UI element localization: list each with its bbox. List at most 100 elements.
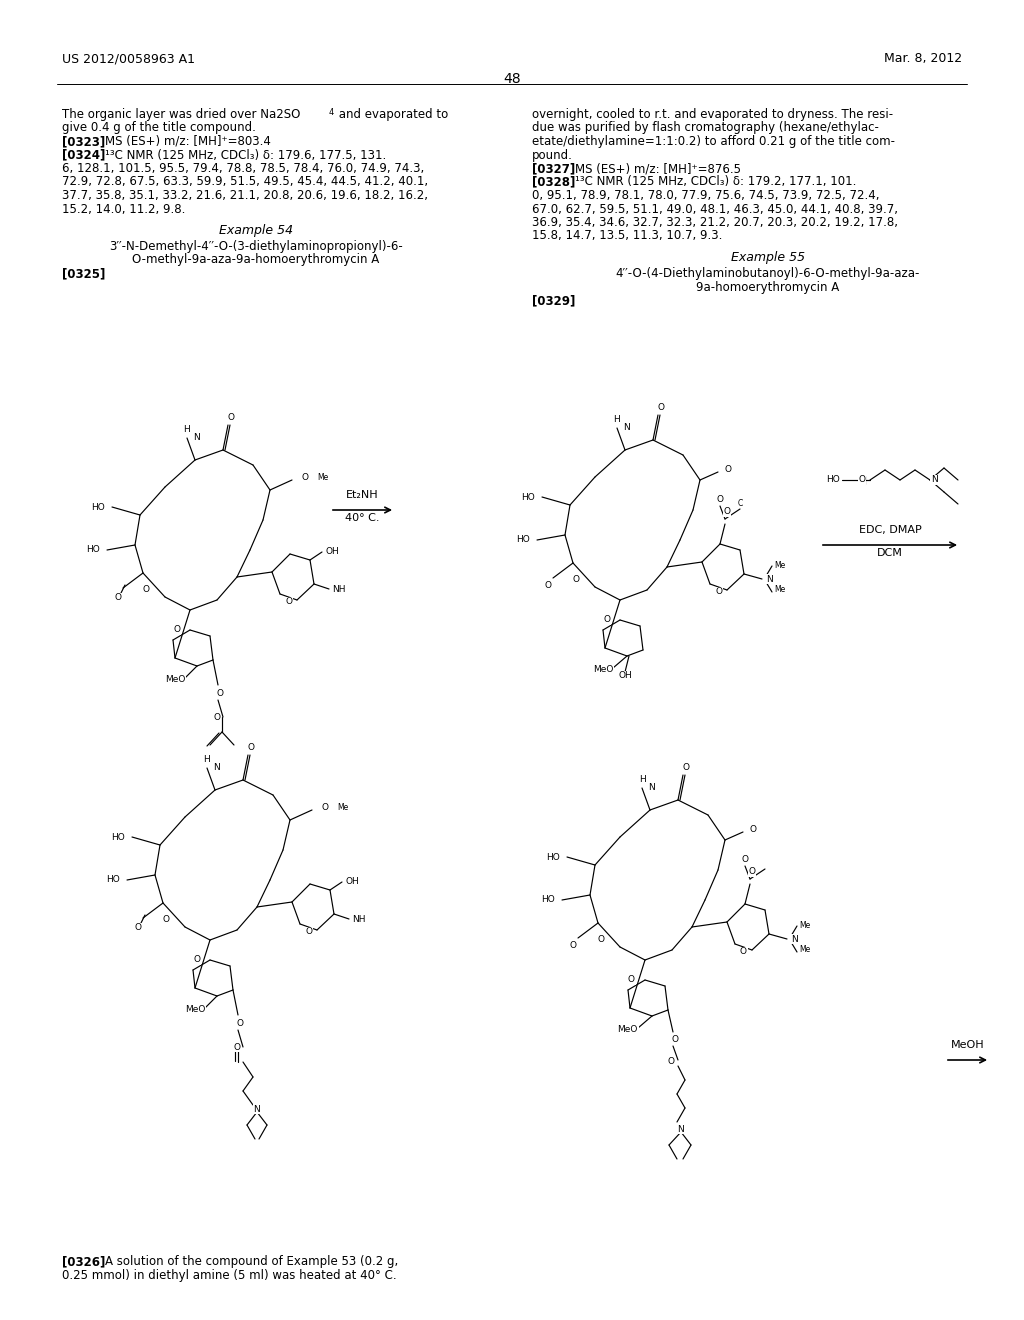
Text: C: C (737, 499, 742, 508)
Text: O: O (668, 1057, 675, 1067)
Text: A solution of the compound of Example 53 (0.2 g,: A solution of the compound of Example 53… (105, 1255, 398, 1269)
Text: O: O (213, 713, 220, 722)
Text: 0.25 mmol) in diethyl amine (5 ml) was heated at 40° C.: 0.25 mmol) in diethyl amine (5 ml) was h… (62, 1269, 396, 1282)
Text: O: O (749, 867, 756, 876)
Text: 0, 95.1, 78.9, 78.1, 78.0, 77.9, 75.6, 74.5, 73.9, 72.5, 72.4,: 0, 95.1, 78.9, 78.1, 78.0, 77.9, 75.6, 7… (532, 189, 880, 202)
Text: 9a-homoerythromycin A: 9a-homoerythromycin A (696, 281, 840, 293)
Text: O: O (142, 586, 150, 594)
Text: O: O (715, 587, 722, 597)
Text: O: O (741, 854, 749, 863)
Text: O: O (163, 916, 170, 924)
Text: Me: Me (799, 921, 810, 931)
Text: 36.9, 35.4, 34.6, 32.7, 32.3, 21.2, 20.7, 20.3, 20.2, 19.2, 17.8,: 36.9, 35.4, 34.6, 32.7, 32.3, 21.2, 20.7… (532, 216, 898, 228)
Text: 4: 4 (329, 108, 334, 117)
Text: O: O (750, 825, 757, 834)
Text: H: H (183, 425, 190, 434)
Text: Me: Me (799, 945, 810, 954)
Text: HO: HO (106, 875, 120, 884)
Text: NH: NH (352, 915, 366, 924)
Text: Me: Me (774, 586, 785, 594)
Text: O: O (193, 956, 200, 965)
Text: Me: Me (774, 561, 785, 570)
Text: DCM: DCM (878, 548, 903, 558)
Text: MeO: MeO (184, 1006, 205, 1015)
Text: overnight, cooled to r.t. and evaporated to dryness. The resi-: overnight, cooled to r.t. and evaporated… (532, 108, 893, 121)
Text: H: H (613, 416, 621, 425)
Text: 6, 128.1, 101.5, 95.5, 79.4, 78.8, 78.5, 78.4, 76.0, 74.9, 74.3,: 6, 128.1, 101.5, 95.5, 79.4, 78.8, 78.5,… (62, 162, 424, 176)
Text: O: O (545, 581, 552, 590)
Text: H: H (639, 776, 645, 784)
Text: O: O (858, 475, 865, 484)
Text: HO: HO (112, 833, 125, 842)
Text: N: N (254, 1105, 260, 1114)
Text: Mar. 8, 2012: Mar. 8, 2012 (884, 51, 962, 65)
Text: O: O (301, 474, 308, 483)
Text: [0327]: [0327] (532, 162, 575, 176)
Text: 40° C.: 40° C. (345, 513, 380, 523)
Text: HO: HO (521, 492, 535, 502)
Text: MS (ES+) m/z: [MH]⁺=876.5: MS (ES+) m/z: [MH]⁺=876.5 (575, 162, 741, 176)
Text: Me: Me (317, 474, 329, 483)
Text: O: O (569, 940, 577, 949)
Text: H: H (204, 755, 210, 764)
Text: O: O (237, 1019, 244, 1027)
Text: O: O (628, 975, 635, 985)
Text: O: O (233, 1043, 240, 1052)
Text: O: O (233, 1043, 240, 1052)
Text: pound.: pound. (532, 149, 572, 161)
Text: O: O (322, 804, 329, 813)
Text: HO: HO (826, 475, 840, 484)
Text: [0324]: [0324] (62, 149, 105, 161)
Text: and evaporated to: and evaporated to (335, 108, 449, 121)
Text: ¹³C NMR (125 MHz, CDCl₃) δ: 179.6, 177.5, 131.: ¹³C NMR (125 MHz, CDCl₃) δ: 179.6, 177.5… (105, 149, 386, 161)
Text: HO: HO (516, 536, 530, 544)
Text: 48: 48 (503, 73, 521, 86)
Text: N: N (193, 433, 200, 441)
Text: 72.9, 72.8, 67.5, 63.3, 59.9, 51.5, 49.5, 45.4, 44.5, 41.2, 40.1,: 72.9, 72.8, 67.5, 63.3, 59.9, 51.5, 49.5… (62, 176, 428, 189)
Text: O: O (717, 495, 724, 503)
Text: O: O (672, 1035, 679, 1044)
Text: [0326]: [0326] (62, 1255, 105, 1269)
Text: HO: HO (91, 503, 105, 511)
Text: N: N (678, 1125, 684, 1134)
Text: Me: Me (337, 804, 348, 813)
Text: N: N (931, 475, 937, 484)
Text: etate/diethylamine=1:1:0.2) to afford 0.21 g of the title com-: etate/diethylamine=1:1:0.2) to afford 0.… (532, 135, 895, 148)
Text: [0323]: [0323] (62, 135, 105, 148)
Text: EDC, DMAP: EDC, DMAP (859, 525, 922, 535)
Text: MeO: MeO (593, 665, 613, 675)
Text: Et₂NH: Et₂NH (346, 490, 379, 500)
Text: O-methyl-9a-aza-9a-homoerythromycin A: O-methyl-9a-aza-9a-homoerythromycin A (132, 253, 380, 267)
Text: US 2012/0058963 A1: US 2012/0058963 A1 (62, 51, 195, 65)
Text: due was purified by flash cromatography (hexane/ethylac-: due was purified by flash cromatography … (532, 121, 879, 135)
Text: HO: HO (546, 853, 560, 862)
Text: O: O (305, 928, 312, 936)
Text: N: N (791, 935, 798, 944)
Text: N: N (623, 422, 630, 432)
Text: Example 55: Example 55 (731, 251, 805, 264)
Text: NH: NH (332, 585, 345, 594)
Text: [0328]: [0328] (532, 176, 575, 189)
Text: O: O (115, 594, 122, 602)
Text: MS (ES+) m/z: [MH]⁺=803.4: MS (ES+) m/z: [MH]⁺=803.4 (105, 135, 271, 148)
Text: 15.8, 14.7, 13.5, 11.3, 10.7, 9.3.: 15.8, 14.7, 13.5, 11.3, 10.7, 9.3. (532, 230, 722, 243)
Text: N: N (648, 783, 654, 792)
Text: O: O (134, 924, 141, 932)
Text: The organic layer was dried over Na2SO: The organic layer was dried over Na2SO (62, 108, 300, 121)
Text: N: N (213, 763, 220, 771)
Text: O: O (285, 598, 292, 606)
Text: [0329]: [0329] (532, 294, 575, 308)
Text: OH: OH (325, 548, 339, 557)
Text: give 0.4 g of the title compound.: give 0.4 g of the title compound. (62, 121, 256, 135)
Text: MeO: MeO (165, 676, 185, 685)
Text: 37.7, 35.8, 35.1, 33.2, 21.6, 21.1, 20.8, 20.6, 19.6, 18.2, 16.2,: 37.7, 35.8, 35.1, 33.2, 21.6, 21.1, 20.8… (62, 189, 428, 202)
Text: O: O (724, 507, 730, 516)
Text: O: O (216, 689, 223, 697)
Text: O: O (657, 404, 665, 412)
Text: OH: OH (618, 672, 632, 681)
Text: O: O (603, 615, 610, 624)
Text: MeO: MeO (617, 1026, 638, 1035)
Text: HO: HO (542, 895, 555, 904)
Text: 67.0, 62.7, 59.5, 51.1, 49.0, 48.1, 46.3, 45.0, 44.1, 40.8, 39.7,: 67.0, 62.7, 59.5, 51.1, 49.0, 48.1, 46.3… (532, 202, 898, 215)
Text: O: O (248, 743, 255, 752)
